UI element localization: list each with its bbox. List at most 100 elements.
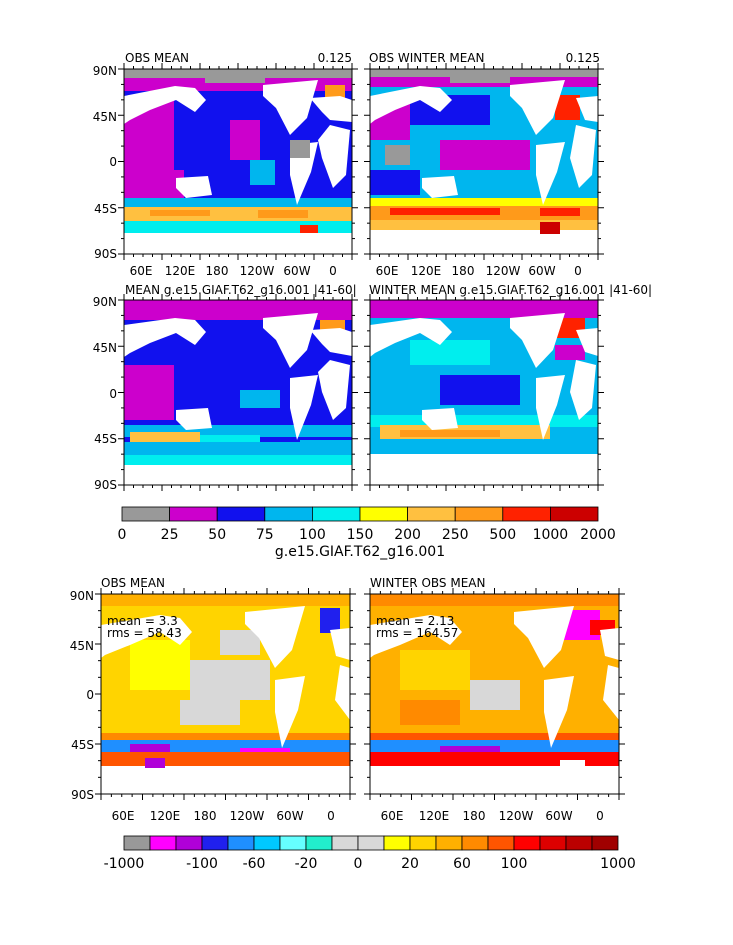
stat-rms: rms = 164.57: [376, 626, 458, 640]
colorbar-label: 150: [347, 527, 374, 543]
lat-tick-label: 0: [109, 155, 117, 169]
colorbar-label: 200: [394, 527, 421, 543]
lat-tick-label: 90N: [93, 295, 117, 309]
colorbar-swatch: [149, 835, 177, 851]
panel-title: MEAN g.e15.GIAF.T62_g16.001 |41-60|: [125, 283, 357, 297]
lon-tick-label: 120E: [419, 809, 450, 823]
panel-title: OBS WINTER MEAN: [369, 51, 484, 65]
colorbar-label: 0: [354, 856, 363, 872]
frame-ticks: [95, 588, 356, 800]
colorbar-swatch: [435, 835, 463, 851]
lat-tick-label: 90S: [94, 478, 117, 492]
lat-tick-label: 45N: [70, 639, 94, 653]
colorbar-swatch: [175, 835, 203, 851]
colorbar-label: 500: [489, 527, 516, 543]
panel-title: WINTER OBS MEAN: [370, 576, 485, 590]
stat-mean: mean = 2.13: [376, 614, 454, 628]
colorbar-label: 100: [501, 856, 528, 872]
lon-tick-label: 60W: [283, 264, 310, 278]
lon-tick-label: 120W: [499, 809, 534, 823]
lat-ticks: 90N 45N 0 45S 90S: [70, 589, 94, 802]
panel-scale: 0.125: [318, 51, 352, 65]
map-field: [101, 594, 350, 794]
lon-tick-label: 60W: [528, 264, 555, 278]
stat-rms: rms = 58.43: [107, 626, 182, 640]
colorbar-swatch: [264, 506, 313, 522]
lon-ticks: 60E 120E 180 120W 60W 0: [112, 809, 335, 823]
colorbar-swatch: [201, 835, 229, 851]
lon-ticks: 60E 120E 180 120W 60W 0: [130, 264, 337, 278]
frame-ticks: [364, 294, 604, 491]
colorbar-swatch: [359, 506, 408, 522]
colorbar-swatch: [331, 835, 359, 851]
lat-tick-label: 90N: [93, 64, 117, 78]
lat-tick-label: 0: [109, 387, 117, 401]
lon-tick-label: 60E: [376, 264, 399, 278]
frame-ticks: [364, 588, 625, 800]
colorbar-swatch: [227, 835, 255, 851]
colorbar-label: 60: [453, 856, 471, 872]
colorbar-swatch: [565, 835, 593, 851]
lon-tick-label: 0: [596, 809, 604, 823]
colorbar-swatch: [407, 506, 456, 522]
lon-tick-label: 180: [463, 809, 486, 823]
panel-title: OBS MEAN: [125, 51, 189, 65]
colorbar-swatch: [121, 506, 170, 522]
frame-ticks: [118, 63, 358, 260]
colorbar-swatch: [591, 835, 619, 851]
colorbar-label: 2000: [580, 527, 616, 543]
lat-tick-label: 45N: [93, 110, 117, 124]
panel-obs-mean: OBS MEAN 0.125: [93, 51, 353, 278]
lon-tick-label: 0: [327, 809, 335, 823]
lon-tick-label: 120E: [411, 264, 442, 278]
colorbar-label: 50: [208, 527, 226, 543]
lon-tick-label: 120W: [486, 264, 521, 278]
colorbar-top: 0 25 50 75 100 150 200 250 500 1000 2000: [118, 506, 616, 543]
lon-tick-label: 60W: [545, 809, 572, 823]
map-field: [124, 300, 352, 485]
colorbar-label: -100: [186, 856, 218, 872]
lon-tick-label: 120E: [150, 809, 181, 823]
panel-model-mean: MEAN g.e15.GIAF.T62_g16.001 |41-60| 90N: [93, 283, 357, 492]
lat-tick-label: 45S: [71, 738, 94, 752]
colorbar-swatch: [550, 506, 599, 522]
lat-ticks: 90N 45N 0 45S 90S: [93, 64, 117, 261]
lat-tick-label: 90S: [94, 247, 117, 261]
lon-tick-label: 180: [206, 264, 229, 278]
panel-title: OBS MEAN: [101, 576, 165, 590]
colorbar-label: 0: [118, 527, 127, 543]
colorbar-swatch: [311, 506, 361, 522]
lat-ticks: 90N 45N 0 45S 90S: [93, 295, 117, 492]
lon-tick-label: 60E: [130, 264, 153, 278]
colorbar-label: 1000: [533, 527, 569, 543]
colorbar-swatch: [123, 835, 151, 851]
lon-tick-label: 120W: [230, 809, 265, 823]
colorbar-swatch: [502, 506, 551, 522]
colorbar-swatch: [409, 835, 437, 851]
panel-model-winter-mean: WINTER MEAN g.e15.GIAF.T62_g16.001 |41-6…: [369, 283, 652, 486]
lon-tick-label: 0: [574, 264, 582, 278]
colorbar-swatch: [461, 835, 489, 851]
colorbar-swatch: [305, 835, 333, 851]
panel-title: WINTER MEAN g.e15.GIAF.T62_g16.001 |41-6…: [369, 283, 652, 297]
colorbar-label: 20: [401, 856, 419, 872]
colorbar-swatch: [487, 835, 515, 851]
colorbar-title: g.e15.GIAF.T62_g16.001: [275, 544, 445, 560]
colorbar-swatch: [216, 506, 266, 522]
colorbar-label: 100: [299, 527, 326, 543]
lat-tick-label: 0: [86, 688, 94, 702]
colorbar-label: 75: [256, 527, 274, 543]
colorbar-label: -20: [295, 856, 318, 872]
colorbar-swatch: [383, 835, 411, 851]
frame-ticks: [118, 294, 358, 491]
map-field: [370, 594, 619, 794]
colorbar-label: 1000: [600, 856, 636, 872]
colorbar-swatch: [169, 506, 218, 522]
stat-mean: mean = 3.3: [107, 614, 178, 628]
map-field: [124, 69, 352, 254]
lon-tick-label: 0: [329, 264, 337, 278]
lon-tick-label: 60E: [381, 809, 404, 823]
colorbar-label: 25: [161, 527, 179, 543]
panel-winter-obs-mean-difference: WINTER OBS MEAN mean = 2.13 rms = 164.57: [369, 576, 620, 823]
